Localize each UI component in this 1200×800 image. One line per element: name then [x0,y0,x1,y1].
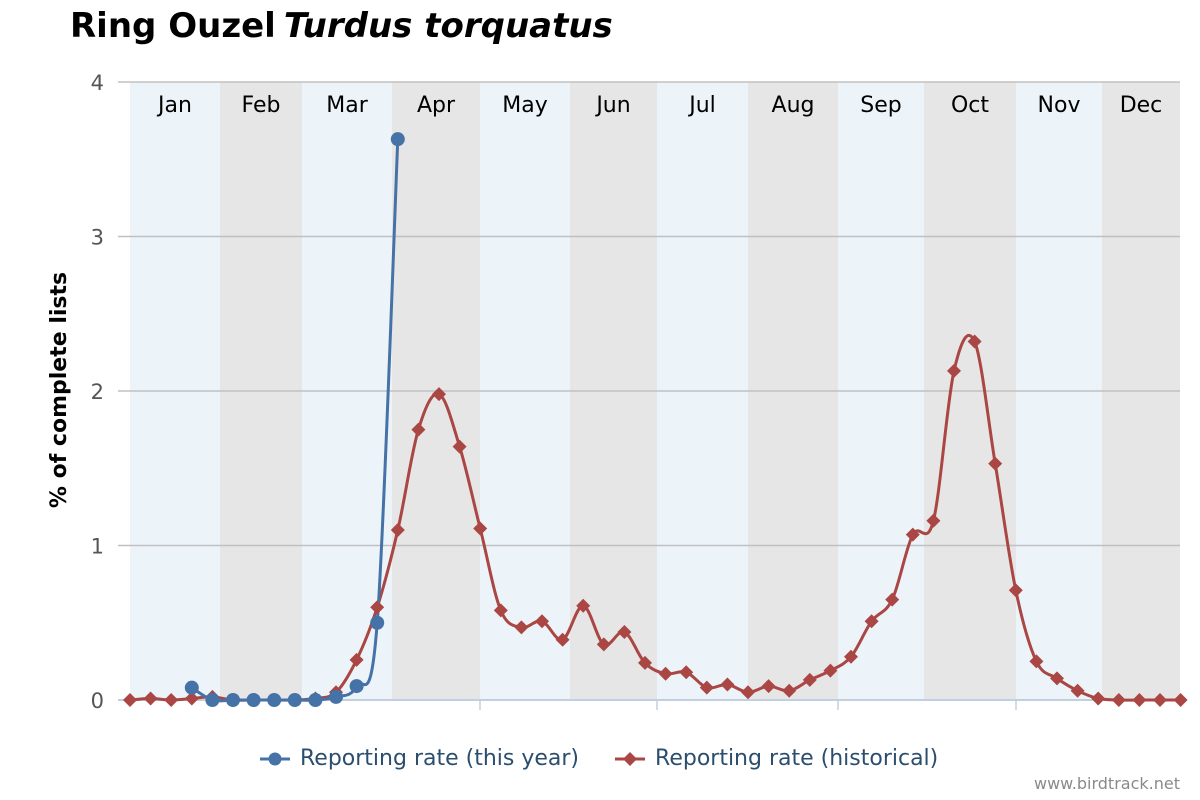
data-point-historical[interactable] [1173,693,1188,707]
month-label-sep: Sep [860,93,901,118]
month-label-mar: Mar [326,93,368,118]
data-point-this-year[interactable] [370,615,385,630]
data-point-historical[interactable] [1008,583,1023,598]
data-point-historical[interactable] [493,603,508,618]
data-point-historical[interactable] [988,456,1003,471]
y-tick-label: 2 [91,380,104,404]
data-point-historical[interactable] [370,600,385,615]
data-point-historical[interactable] [535,614,549,629]
legend-circle-marker-icon [260,752,290,765]
data-point-historical[interactable] [411,422,426,437]
month-label-feb: Feb [242,93,281,118]
data-point-historical[interactable] [1132,693,1147,707]
line-chart: Jan Feb Mar Apr May Jun Jul Aug Sep Oct Nov Dec 0 1 2… [47,71,1188,713]
data-point-historical[interactable] [1091,691,1106,706]
series-markers [123,132,1188,707]
data-point-historical[interactable] [1111,693,1126,707]
y-tick-label: 0 [91,689,104,713]
data-point-historical[interactable] [638,655,652,670]
data-point-historical[interactable] [1050,671,1064,686]
data-point-historical[interactable] [576,598,591,613]
y-axis-ticks: 0 1 2 3 4 [91,71,104,713]
data-point-historical[interactable] [1153,693,1167,707]
data-point-historical[interactable] [679,665,694,680]
data-point-historical[interactable] [452,439,467,454]
data-point-this-year[interactable] [390,132,405,147]
data-point-historical[interactable] [864,614,879,629]
legend-label-this-year: Reporting rate (this year) [300,746,580,771]
data-point-historical[interactable] [802,672,817,687]
month-label-oct: Oct [951,93,989,118]
data-point-historical[interactable] [1070,683,1085,698]
month-label-jul: Jul [687,93,716,118]
month-label-nov: Nov [1038,93,1081,118]
legend-item-historical[interactable]: Reporting rate (historical) [613,746,938,771]
data-point-this-year[interactable] [329,689,343,704]
data-point-this-year[interactable] [349,679,364,694]
data-point-historical[interactable] [658,666,673,681]
data-point-historical[interactable] [349,652,364,667]
month-label-jan: Jan [156,93,192,118]
month-label-aug: Aug [772,93,815,118]
data-point-historical[interactable] [947,363,961,378]
y-tick-label: 3 [91,226,104,250]
chart-title: Ring Ouzel Turdus torquatus [70,6,613,46]
scientific-name: Turdus torquatus [283,6,613,46]
legend-item-this-year[interactable]: Reporting rate (this year) [258,746,579,771]
data-point-historical[interactable] [885,592,900,607]
data-point-historical[interactable] [164,693,179,707]
data-point-this-year[interactable] [287,693,302,707]
y-tick-label: 1 [91,535,104,559]
month-labels: Jan Feb Mar Apr May Jun Jul Aug Sep Oct Nov Dec [156,93,1162,118]
data-point-historical[interactable] [761,679,776,694]
data-point-historical[interactable] [1029,654,1044,669]
data-point-historical[interactable] [720,677,735,692]
data-point-historical[interactable] [514,620,529,635]
data-point-this-year[interactable] [226,693,240,707]
legend: Reporting rate (this year) Reporting rat… [258,746,972,771]
data-point-historical[interactable] [555,632,570,647]
data-point-this-year[interactable] [246,693,261,707]
month-label-may: May [502,93,547,118]
data-point-historical[interactable] [823,663,838,678]
data-point-historical[interactable] [741,685,755,700]
common-name: Ring Ouzel [70,6,276,46]
y-tick-label: 4 [91,71,104,95]
data-point-historical[interactable] [967,334,982,349]
data-point-historical[interactable] [596,637,611,652]
data-point-historical[interactable] [473,521,488,536]
data-point-historical[interactable] [390,523,405,538]
legend-diamond-marker-icon [615,751,646,766]
data-point-historical[interactable] [123,693,137,707]
data-point-historical[interactable] [699,680,714,695]
data-point-this-year[interactable] [308,693,323,707]
y-axis-label: % of complete lists [47,272,72,508]
data-point-historical[interactable] [432,387,446,402]
credit-text: www.birdtrack.net [1034,774,1180,793]
legend-label-historical: Reporting rate (historical) [655,746,939,771]
data-point-historical[interactable] [184,691,199,706]
data-point-historical[interactable] [844,649,858,664]
data-point-historical[interactable] [926,513,941,528]
data-point-this-year[interactable] [205,693,220,707]
data-point-historical[interactable] [782,683,797,698]
month-label-dec: Dec [1120,93,1163,118]
month-label-apr: Apr [417,93,456,118]
data-point-historical[interactable] [617,625,632,640]
data-point-this-year[interactable] [184,680,199,695]
data-point-this-year[interactable] [267,693,282,707]
month-label-jun: Jun [594,93,630,118]
data-point-historical[interactable] [143,691,158,706]
data-point-historical[interactable] [905,527,920,542]
